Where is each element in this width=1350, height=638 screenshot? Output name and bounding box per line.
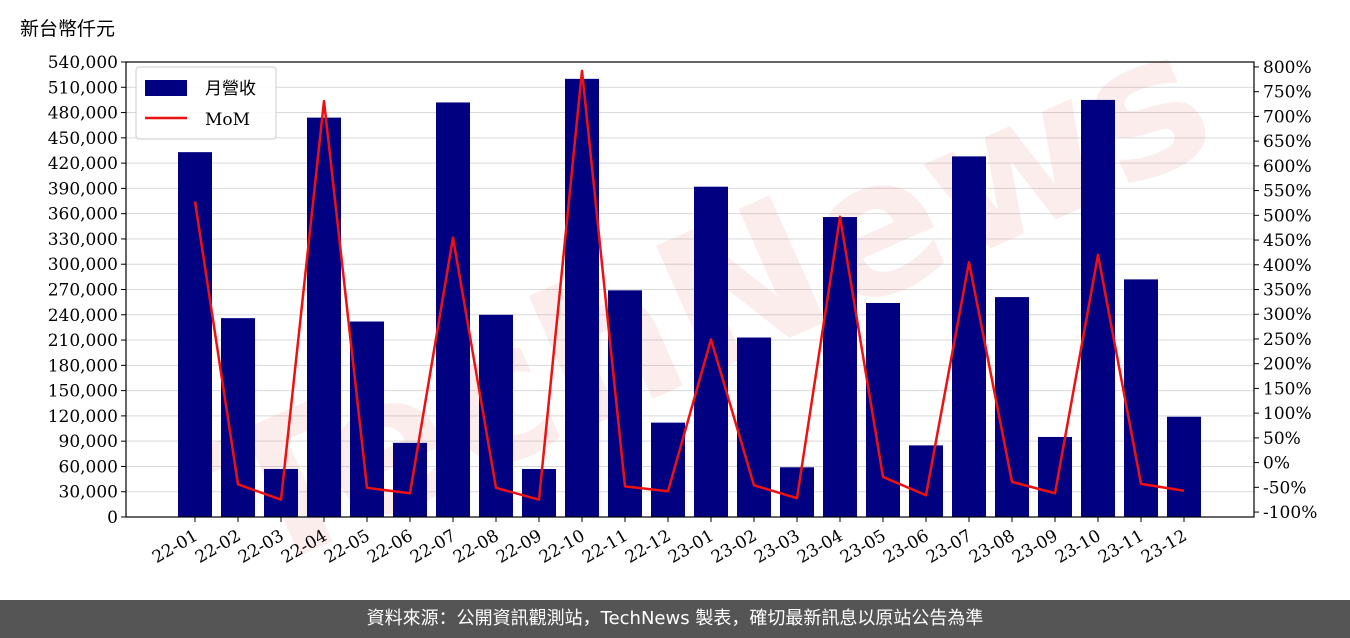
x-tick-label: 23-02	[708, 526, 760, 568]
right-axis: -100% -50% 0% 50% 100% 150% 200% 250% 300% 350% 40…	[1254, 58, 1317, 523]
right-tick-label: 550%	[1263, 182, 1312, 202]
legend-bar-label: 月營收	[205, 79, 256, 99]
x-tick-label: 23-10	[1052, 526, 1104, 568]
left-tick-label: 120,000	[48, 407, 118, 427]
x-tick-label: 22-01	[149, 526, 201, 568]
source-footer: 資料來源：公開資訊觀測站，TechNews 製表，確切最新訊息以原站公告為準	[0, 600, 1350, 638]
left-tick-label: 450,000	[48, 129, 118, 149]
right-tick-label: 600%	[1263, 157, 1312, 177]
x-tick-label: 23-01	[665, 526, 717, 568]
left-tick-label: 540,000	[48, 53, 118, 73]
bar	[909, 445, 943, 517]
left-tick-label: 510,000	[48, 78, 118, 98]
x-tick-label: 23-12	[1138, 526, 1190, 568]
legend: 月營收 MoM	[135, 66, 277, 140]
bar	[1038, 436, 1072, 517]
right-tick-label: 350%	[1263, 281, 1312, 301]
left-tick-label: 0	[107, 508, 118, 528]
legend-bar-swatch	[145, 80, 187, 96]
x-tick-label: 22-02	[192, 526, 244, 568]
x-tick-label: 23-04	[794, 526, 846, 568]
unit-label: 新台幣仟元	[20, 18, 116, 40]
legend-line-label: MoM	[205, 110, 250, 130]
revenue-chart: TechNews 030,00060,00090,000120,000150,0…	[48, 0, 1318, 600]
right-tick-label: 300%	[1263, 305, 1312, 325]
left-axis: 0 30,000 60,000 90,000 120,000 150,000 180,000…	[48, 53, 126, 528]
left-tick-label: 150,000	[48, 382, 118, 402]
left-tick-label: 240,000	[48, 306, 118, 326]
x-tick-label: 23-07	[923, 526, 975, 568]
right-tick-label: 150%	[1263, 379, 1312, 399]
right-tick-label: 200%	[1263, 355, 1312, 375]
right-tick-label: 0%	[1263, 454, 1290, 474]
bar	[178, 152, 212, 517]
right-tick-label: 400%	[1263, 256, 1312, 276]
right-tick-label: -50%	[1263, 478, 1307, 498]
x-tick-label: 22-10	[536, 526, 588, 568]
left-tick-label: 210,000	[48, 331, 118, 351]
left-tick-label: 180,000	[48, 356, 118, 376]
bar	[737, 337, 771, 517]
right-tick-label: -100%	[1263, 503, 1317, 523]
bar	[393, 442, 427, 517]
left-tick-label: 30,000	[59, 483, 118, 503]
right-tick-label: 450%	[1263, 231, 1312, 251]
left-tick-label: 60,000	[59, 457, 118, 477]
left-tick-label: 480,000	[48, 104, 118, 124]
right-tick-label: 700%	[1263, 107, 1312, 127]
x-tick-label: 23-05	[837, 526, 889, 568]
left-tick-label: 390,000	[48, 179, 118, 199]
x-tick-label: 23-03	[751, 526, 803, 568]
left-tick-label: 90,000	[59, 432, 118, 452]
bar	[651, 422, 685, 517]
left-tick-label: 420,000	[48, 154, 118, 174]
mom-line-series	[193, 69, 1185, 501]
bar	[565, 78, 599, 517]
x-tick-label: 23-11	[1095, 526, 1147, 568]
bar	[1081, 99, 1115, 518]
right-tick-label: 800%	[1263, 58, 1312, 78]
left-tick-label: 300,000	[48, 255, 118, 275]
x-tick-label: 22-09	[493, 526, 545, 568]
right-tick-label: 750%	[1263, 83, 1312, 103]
right-tick-label: 250%	[1263, 330, 1312, 350]
bar	[221, 318, 255, 517]
bar	[952, 156, 986, 518]
right-tick-label: 50%	[1263, 429, 1301, 449]
left-tick-label: 360,000	[48, 205, 118, 225]
right-tick-label: 650%	[1263, 132, 1312, 152]
x-tick-label: 23-06	[880, 526, 932, 568]
mom-line	[193, 69, 1185, 501]
x-tick-label: 23-09	[1009, 526, 1061, 568]
x-tick-label: 22-11	[579, 526, 631, 568]
left-tick-label: 270,000	[48, 281, 118, 301]
bar	[1167, 416, 1201, 517]
bar	[823, 217, 857, 517]
right-tick-label: 100%	[1263, 404, 1312, 424]
right-tick-label: 500%	[1263, 206, 1312, 226]
x-tick-label: 23-08	[966, 526, 1018, 568]
left-tick-label: 330,000	[48, 230, 118, 250]
bar	[694, 186, 728, 517]
bar	[307, 117, 341, 517]
x-tick-label: 22-12	[622, 526, 674, 568]
